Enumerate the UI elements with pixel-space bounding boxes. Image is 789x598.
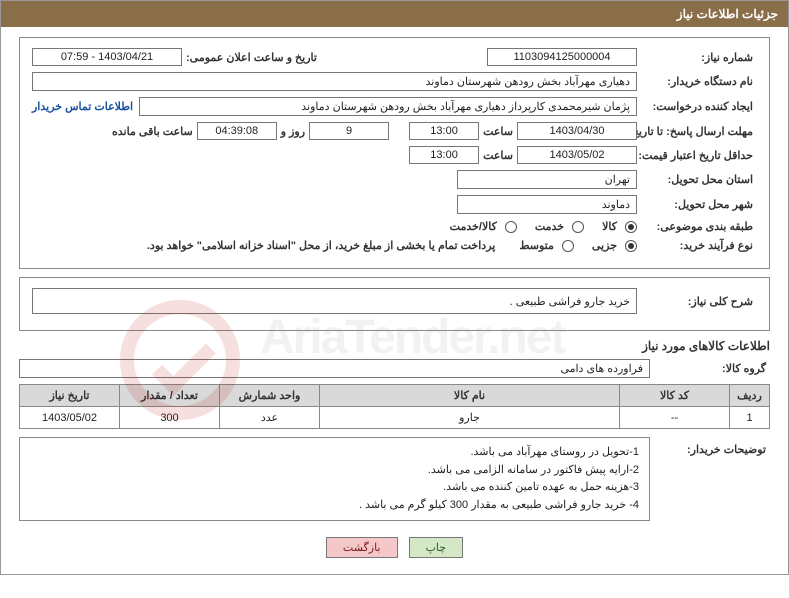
validity-time-field: 13:00 bbox=[409, 146, 479, 164]
countdown-field: 04:39:08 bbox=[197, 122, 277, 140]
requester-field: پژمان شیرمحمدی کارپرداز دهیاری مهرآباد ب… bbox=[139, 97, 637, 116]
summary-label: شرح کلی نیاز: bbox=[637, 295, 757, 308]
process-partial-radio[interactable]: جزیی bbox=[588, 239, 637, 252]
category-service-radio[interactable]: خدمت bbox=[531, 220, 584, 233]
cat-service-label: خدمت bbox=[531, 220, 568, 233]
remaining-label: ساعت باقی مانده bbox=[108, 125, 197, 138]
buyer-desc-label: توضیحات خریدار: bbox=[650, 437, 770, 456]
button-bar: چاپ بازگشت bbox=[19, 527, 770, 564]
proc-partial-label: جزیی bbox=[588, 239, 621, 252]
summary-field: خرید جارو فراشی طبیعی . bbox=[32, 288, 637, 314]
days-field: 9 bbox=[309, 122, 389, 140]
deadline-time-field: 13:00 bbox=[409, 122, 479, 140]
proc-medium-label: متوسط bbox=[515, 239, 558, 252]
info-section: شماره نیاز: 1103094125000004 تاریخ و ساع… bbox=[19, 37, 770, 269]
contact-link[interactable]: اطلاعات تماس خریدار bbox=[32, 100, 133, 113]
process-label: نوع فرآیند خرید: bbox=[637, 239, 757, 252]
deadline-date-field: 1403/04/30 bbox=[517, 122, 637, 140]
desc-line-3: 3-هزینه حمل به عهده تامین کننده می باشد. bbox=[30, 479, 639, 497]
validity-label: حداقل تاریخ اعتبار قیمت: تا تاریخ: bbox=[637, 149, 757, 162]
td-unit: عدد bbox=[220, 407, 320, 429]
desc-line-4: 4- خرید جارو فراشی طبیعی به مقدار 300 کی… bbox=[30, 497, 639, 515]
requester-label: ایجاد کننده درخواست: bbox=[637, 100, 757, 113]
back-button[interactable]: بازگشت bbox=[326, 537, 398, 558]
summary-section: شرح کلی نیاز: خرید جارو فراشی طبیعی . bbox=[19, 277, 770, 331]
validity-date-field: 1403/05/02 bbox=[517, 146, 637, 164]
cat-mixed-label: کالا/خدمت bbox=[446, 220, 501, 233]
buyer-org-field: دهیاری مهرآباد بخش رودهن شهرستان دماوند bbox=[32, 72, 637, 91]
td-name: جارو bbox=[320, 407, 620, 429]
print-button[interactable]: چاپ bbox=[409, 537, 464, 558]
td-code: -- bbox=[620, 407, 730, 429]
items-table: ردیف کد کالا نام کالا واحد شمارش تعداد /… bbox=[19, 384, 770, 429]
td-date: 1403/05/02 bbox=[20, 407, 120, 429]
buyer-desc-box: 1-تحویل در روستای مهرآباد می باشد. 2-ارا… bbox=[19, 437, 650, 521]
province-label: استان محل تحویل: bbox=[637, 173, 757, 186]
desc-line-2: 2-ارایه پیش فاکتور در سامانه الزامی می ب… bbox=[30, 462, 639, 480]
group-label: گروه کالا: bbox=[650, 362, 770, 375]
announce-field: 1403/04/21 - 07:59 bbox=[32, 48, 182, 66]
buyer-org-label: نام دستگاه خریدار: bbox=[637, 75, 757, 88]
td-row: 1 bbox=[730, 407, 770, 429]
category-label: طبقه بندی موضوعی: bbox=[637, 220, 757, 233]
city-field: دماوند bbox=[457, 195, 637, 214]
th-unit: واحد شمارش bbox=[220, 385, 320, 407]
province-field: تهران bbox=[457, 170, 637, 189]
group-field: فراورده های دامی bbox=[19, 359, 650, 378]
th-date: تاریخ نیاز bbox=[20, 385, 120, 407]
panel-header: جزئیات اطلاعات نیاز bbox=[1, 1, 788, 27]
td-qty: 300 bbox=[120, 407, 220, 429]
process-medium-radio[interactable]: متوسط bbox=[515, 239, 574, 252]
category-mixed-radio[interactable]: کالا/خدمت bbox=[446, 220, 517, 233]
category-goods-radio[interactable]: کالا bbox=[598, 220, 637, 233]
th-row: ردیف bbox=[730, 385, 770, 407]
need-number-field: 1103094125000004 bbox=[487, 48, 637, 66]
th-qty: تعداد / مقدار bbox=[120, 385, 220, 407]
days-and-label: روز و bbox=[277, 125, 309, 138]
desc-line-1: 1-تحویل در روستای مهرآباد می باشد. bbox=[30, 444, 639, 462]
th-name: نام کالا bbox=[320, 385, 620, 407]
time-label-2: ساعت bbox=[479, 149, 517, 162]
table-row: 1 -- جارو عدد 300 1403/05/02 bbox=[20, 407, 770, 429]
main-panel: جزئیات اطلاعات نیاز شماره نیاز: 11030941… bbox=[0, 0, 789, 575]
items-section-title: اطلاعات کالاهای مورد نیاز bbox=[642, 339, 770, 353]
deadline-label: مهلت ارسال پاسخ: تا تاریخ: bbox=[637, 125, 757, 138]
cat-goods-label: کالا bbox=[598, 220, 621, 233]
time-label-1: ساعت bbox=[479, 125, 517, 138]
announce-label: تاریخ و ساعت اعلان عمومی: bbox=[182, 51, 321, 64]
payment-note: پرداخت تمام یا بخشی از مبلغ خرید، از محل… bbox=[147, 239, 495, 252]
need-number-label: شماره نیاز: bbox=[637, 51, 757, 64]
th-code: کد کالا bbox=[620, 385, 730, 407]
city-label: شهر محل تحویل: bbox=[637, 198, 757, 211]
